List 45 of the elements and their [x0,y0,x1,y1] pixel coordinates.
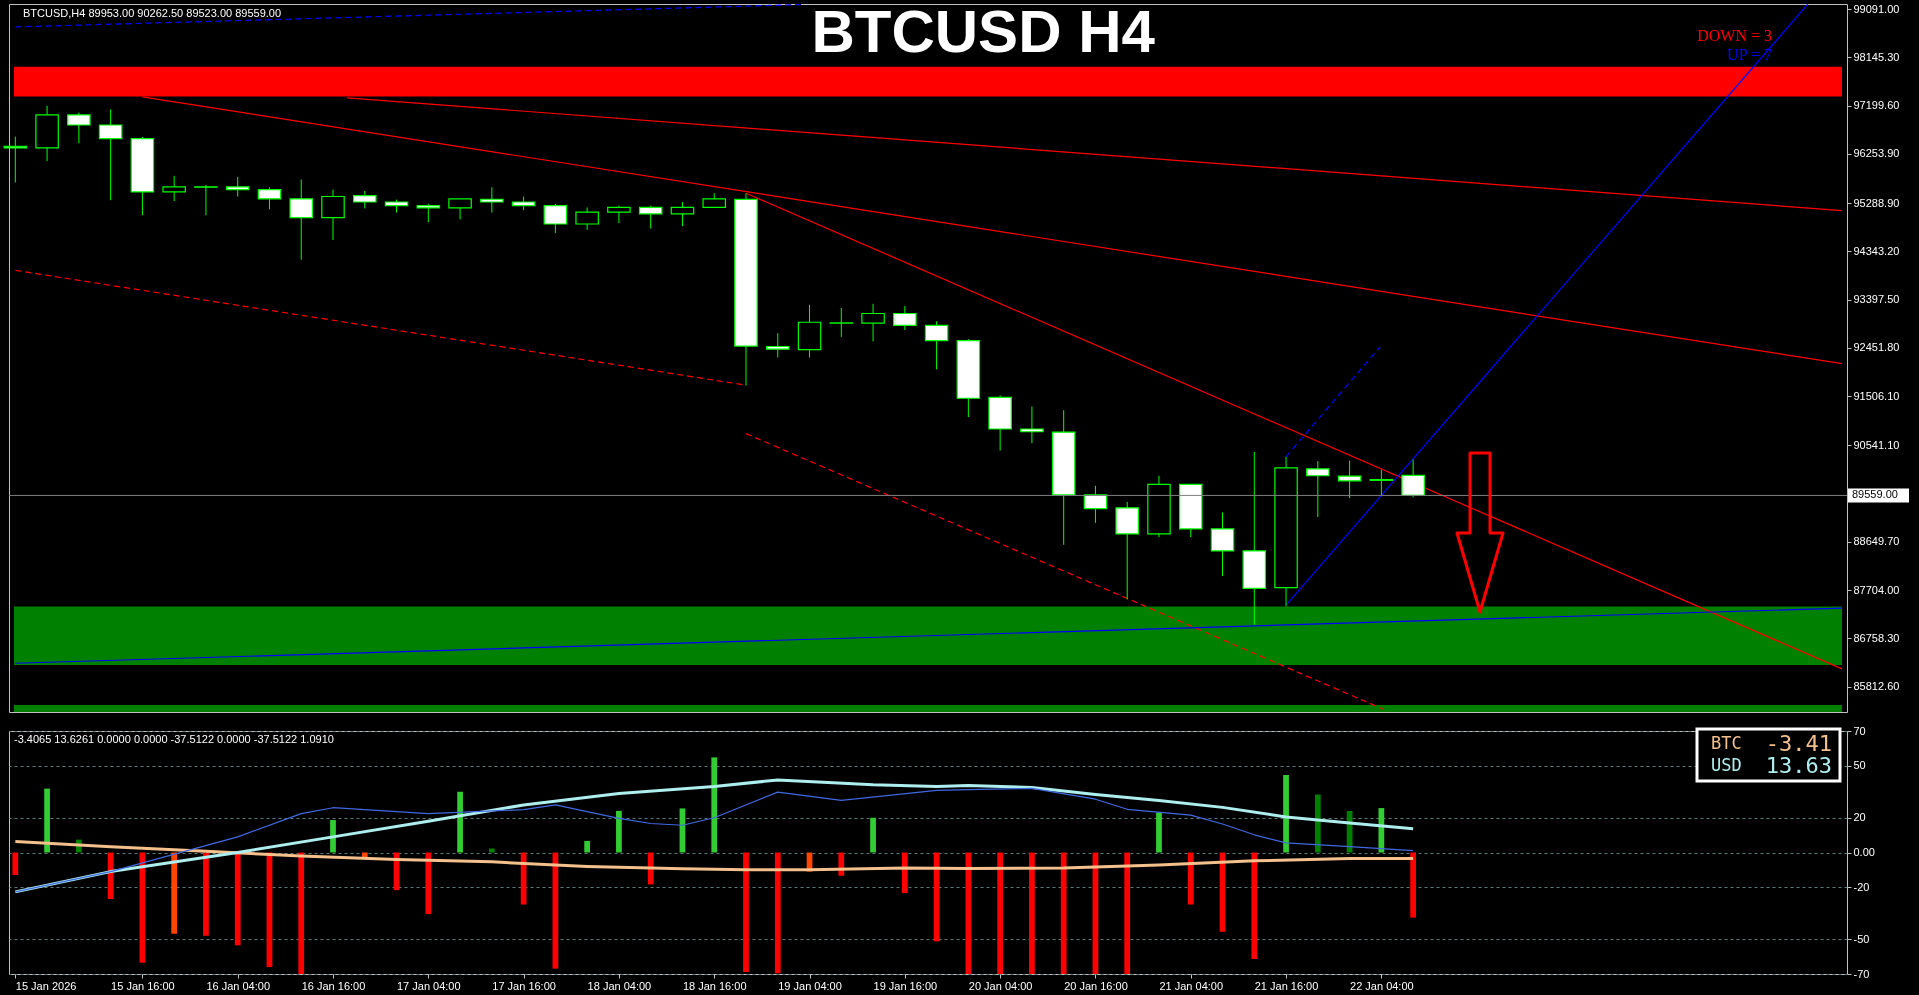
y-tick-label: 93397.50 [1853,293,1900,306]
x-tick-label: 19 Jan 16:00 [873,979,938,992]
y-tick-label: 0.00 [1853,846,1875,858]
x-tick-label: 21 Jan 04:00 [1159,979,1224,992]
x-tick-label: 22 Jan 04:00 [1350,979,1414,992]
x-tick-label: 20 Jan 04:00 [968,979,1033,992]
y-tick-label: -50 [1853,932,1870,945]
y-tick-label: 70 [1853,724,1866,737]
x-tick-label: 16 Jan 16:00 [301,979,366,992]
y-tick-label: -20 [1853,880,1870,893]
ref-line-label: 89559.00 [1852,488,1898,501]
x-tick-label: 16 Jan 04:00 [206,979,271,992]
annotation: 13.63 [1765,753,1832,778]
annotation: BTCUSD,H4 89953.00 90262.50 89523.00 89559.00 [23,7,282,19]
y-tick-label: -70 [1853,967,1870,980]
y-tick-label: 90541.10 [1853,438,1900,451]
y-tick-label: 87704.00 [1853,583,1900,596]
text: USD [1711,755,1742,775]
x-tick-label: 15 Jan 16:00 [111,979,175,992]
annotation: -3.4065 13.6261 0.0000 0.0000 -37.5122 0.0000 -37.5122 1.0910 [14,733,334,745]
x-tick-label: 19 Jan 04:00 [778,979,842,992]
y-tick-label: 91506.10 [1853,389,1900,402]
y-tick-label: 20 [1853,811,1866,824]
text: BTC [1711,733,1742,753]
x-tick-label: 17 Jan 04:00 [397,979,461,992]
x-tick-label: 18 Jan 16:00 [682,979,747,992]
x-tick-label: 15 Jan 2026 [15,979,77,992]
y-tick-label: 86758.30 [1853,631,1900,644]
y-tick-label: 50 [1853,759,1866,772]
y-tick-label: 99091.00 [1853,2,1900,15]
x-tick-label: 18 Jan 04:00 [587,979,652,992]
x-tick-label: 17 Jan 16:00 [492,979,556,992]
y-tick-label: 92451.80 [1853,341,1900,354]
y-tick-label: 88649.70 [1853,535,1900,548]
y-tick-label: 94343.20 [1853,244,1900,257]
annotation: DOWN = 3 [1697,27,1772,44]
annotation: -3.41 [1765,731,1832,756]
x-tick-label: 21 Jan 16:00 [1254,979,1319,992]
y-tick-label: 95288.90 [1853,196,1900,209]
y-tick-label: 98145.30 [1853,50,1900,63]
y-tick-label: 97199.60 [1853,99,1900,112]
y-tick-label: 96253.90 [1853,147,1900,160]
y-tick-label: 85812.60 [1853,680,1900,693]
chart-title: BTCUSD H4 [811,0,1156,65]
x-tick-label: 20 Jan 16:00 [1064,979,1128,992]
